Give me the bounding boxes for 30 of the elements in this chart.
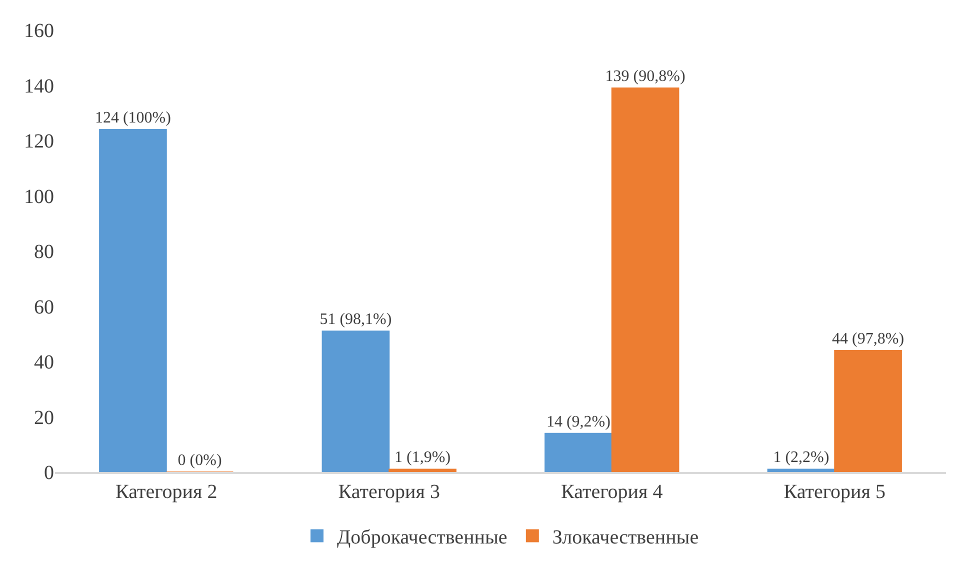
- data-label: 0 (0%): [178, 452, 222, 469]
- data-label: 14 (9,2%): [546, 413, 610, 430]
- y-tick-label: 40: [34, 352, 54, 374]
- y-tick-label: 120: [24, 130, 54, 152]
- y-tick-label: 100: [24, 186, 54, 208]
- bar: [99, 128, 167, 472]
- data-label: 124 (100%): [94, 109, 171, 126]
- data-label: 139 (90,8%): [605, 68, 686, 86]
- x-tick-label: Категория 2: [116, 480, 218, 503]
- bar: [388, 468, 456, 472]
- y-tick-label: 80: [34, 241, 54, 263]
- data-label: 1 (2,2%): [773, 449, 830, 466]
- x-tick-label: Категория 3: [338, 480, 440, 503]
- data-label: 44 (97,8%): [832, 330, 904, 348]
- y-tick-label: 0: [44, 462, 54, 484]
- bar: [767, 468, 836, 472]
- y-tick-label: 20: [34, 406, 54, 429]
- bar: [544, 432, 612, 472]
- legend-label: Доброкачественные: [337, 526, 508, 548]
- x-tick-label: Категория 5: [784, 480, 886, 503]
- x-tick-label: Категория 4: [561, 480, 663, 503]
- data-label: 51 (98,1%): [320, 311, 392, 328]
- y-tick-label: 140: [24, 75, 54, 98]
- y-tick-label: 60: [34, 296, 54, 318]
- y-tick-label: 160: [24, 20, 54, 42]
- bar: [611, 88, 680, 472]
- data-label: 1 (1,9%): [394, 449, 451, 466]
- bar: [834, 350, 902, 472]
- legend-label: Злокачественные: [552, 526, 699, 548]
- bar: [322, 330, 390, 472]
